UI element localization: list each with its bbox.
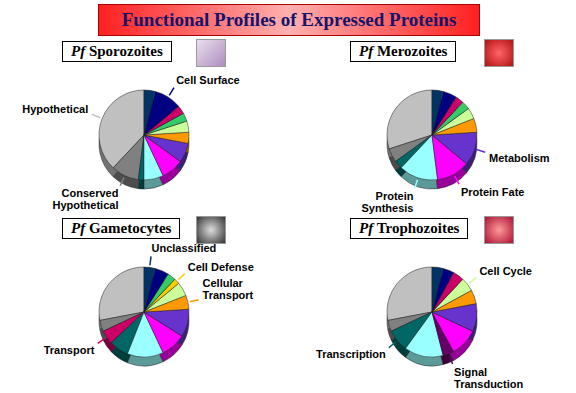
- html-text:Pf Merozoites: Pf Merozoites: [359, 43, 448, 59]
- svg-text:Transcription: Transcription: [316, 348, 386, 360]
- svg-text:Cell Surface: Cell Surface: [176, 74, 240, 86]
- html-text:Pf Sporozoites: Pf Sporozoites: [71, 43, 163, 59]
- svg-text:ProteinSynthesis: ProteinSynthesis: [361, 190, 413, 214]
- html-text:Pf Trophozoites: Pf Trophozoites: [359, 220, 460, 236]
- svg-text:CellularTransport: CellularTransport: [203, 277, 254, 301]
- svg-text:Unclassified: Unclassified: [152, 242, 217, 254]
- html-text:Pf Gametocytes: Pf Gametocytes: [71, 220, 172, 236]
- svg-text:Transport: Transport: [44, 344, 95, 356]
- svg-text:ConservedHypothetical: ConservedHypothetical: [52, 187, 118, 211]
- svg-text:Protein Fate: Protein Fate: [461, 186, 525, 198]
- html-text:Functional Profiles of Express: Functional Profiles of Expressed Protein…: [121, 9, 457, 30]
- svg-text:Cell Cycle: Cell Cycle: [479, 265, 532, 277]
- svg-text:Hypothetical: Hypothetical: [22, 103, 88, 115]
- svg-text:SignalTransduction: SignalTransduction: [454, 366, 523, 390]
- svg-text:Metabolism: Metabolism: [489, 152, 550, 164]
- svg-text:Cell Defense: Cell Defense: [188, 261, 254, 273]
